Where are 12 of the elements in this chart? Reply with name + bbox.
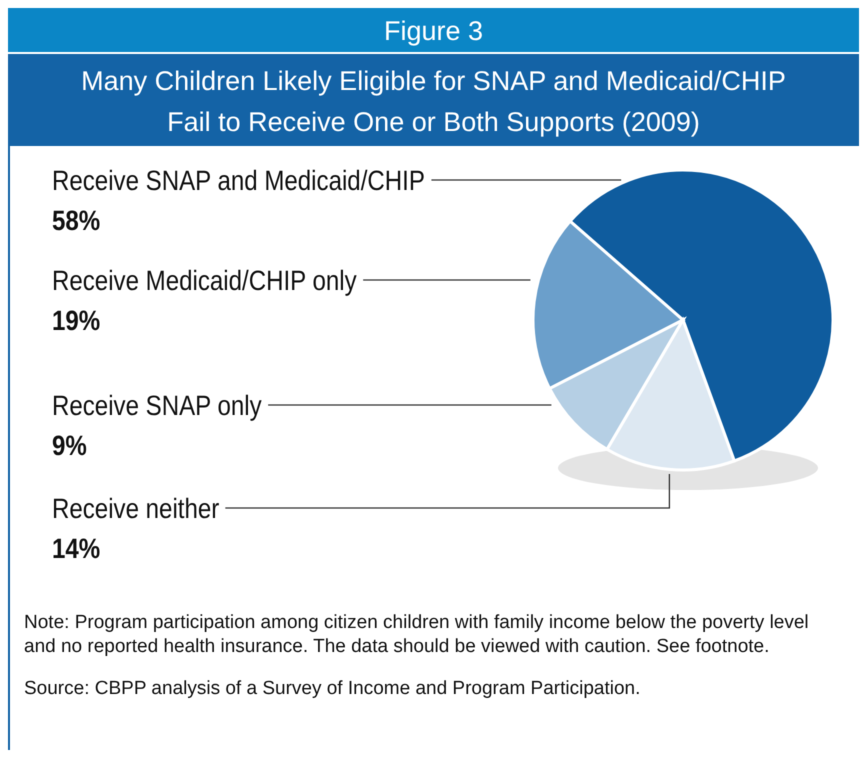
chart-title: Many Children Likely Eligible for SNAP and Medicaid/CHIP Fail to Receive One or Both Supports (2009)	[81, 66, 786, 137]
data-label: 19%	[52, 304, 100, 336]
data-label: 9%	[52, 429, 87, 462]
slice-label: Receive SNAP and Medicaid/CHIP	[52, 164, 425, 196]
slice-label: Receive neither	[52, 492, 220, 524]
source-note: Source: CBPP analysis of a Survey of Income and Program Participation.	[24, 678, 640, 699]
slice-label: Receive SNAP only	[52, 389, 262, 422]
chart-subtitle: Figure 3	[384, 16, 484, 46]
data-label: 58%	[52, 204, 100, 236]
data-label: 14%	[52, 532, 100, 564]
slice-label: Receive Medicaid/CHIP only	[52, 264, 357, 296]
text: Note: Program participation among citizen children with family income below the poverty level and no reported health insurance. The data should be viewed with caution. See footnote.	[24, 612, 809, 657]
